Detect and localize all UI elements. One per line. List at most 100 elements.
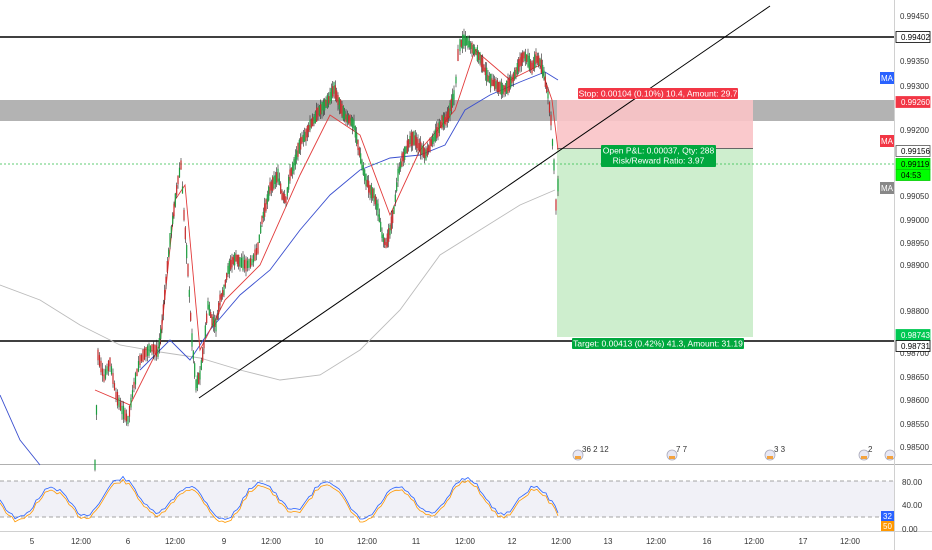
candle (187, 263, 189, 278)
candle (238, 254, 240, 270)
candle (542, 59, 544, 79)
osc-tick: 0.00 (902, 525, 918, 534)
candle (350, 114, 352, 127)
candle (512, 71, 514, 87)
price-tag: 0.98743 (895, 329, 930, 341)
candle (508, 74, 510, 93)
time-tick: 17 (799, 537, 808, 546)
candle (503, 84, 505, 98)
ma-badge[interactable]: MA (880, 72, 894, 84)
candle (142, 348, 144, 363)
candle (172, 212, 174, 227)
candle (546, 82, 548, 94)
candle (441, 114, 443, 130)
oscillator-axis: 80.00 40.00 0.00 (902, 478, 923, 534)
stop-label[interactable]: Stop: 0.00104 (0.10%) 10.4, Amount: 29.7 (578, 88, 738, 99)
candle (336, 87, 338, 103)
candle (491, 73, 493, 87)
price-axis[interactable]: 0.99450 0.99350 0.99300 0.99200 0.99050 0.990… (900, 12, 929, 452)
candle (160, 325, 162, 345)
candle (368, 175, 370, 198)
candle (210, 309, 212, 318)
candle (500, 78, 502, 100)
economic-events[interactable]: 36 2 12 7 7 3 3 2 (572, 445, 896, 461)
candle (239, 257, 241, 272)
candle (100, 357, 102, 376)
candle (236, 254, 238, 267)
svg-text:0.98743: 0.98743 (901, 331, 930, 340)
candle (302, 130, 304, 147)
indicator-badges[interactable]: MA MA MA (880, 72, 894, 194)
candle (341, 101, 343, 118)
ma-badge[interactable]: MA (880, 135, 894, 147)
candle (211, 314, 213, 328)
candle (196, 372, 198, 392)
event-marker[interactable]: 36 2 12 (572, 445, 609, 461)
candle (234, 252, 236, 270)
event-marker[interactable]: 7 7 (666, 445, 688, 461)
candle (432, 133, 434, 148)
event-marker[interactable]: 2 (858, 445, 873, 461)
candle (198, 372, 200, 385)
candle (557, 175, 559, 197)
candle (188, 286, 190, 303)
candle (300, 133, 302, 155)
candle (534, 51, 536, 72)
candle (242, 251, 244, 272)
svg-text:Target: 0.00413 (0.42%) 41.3,: Target: 0.00413 (0.42%) 41.3, Amount: 31… (573, 339, 743, 349)
time-axis[interactable]: 5 12:00 6 12:00 9 12:00 10 12:00 11 12:00 12 12:00 1… (30, 537, 861, 546)
candle (394, 190, 396, 207)
stop-zone[interactable] (557, 100, 753, 148)
candle (386, 229, 388, 248)
candle (449, 100, 451, 122)
candle (515, 67, 517, 80)
candle (402, 148, 404, 167)
candle (125, 409, 128, 426)
candle (293, 157, 295, 175)
candle (314, 110, 316, 124)
candle (421, 143, 423, 160)
candle (306, 124, 308, 142)
time-tick: 16 (703, 537, 712, 546)
candle (191, 328, 193, 351)
candle (471, 41, 473, 57)
candle (325, 96, 327, 109)
candle (184, 226, 186, 243)
candle (121, 400, 123, 420)
candle (254, 244, 256, 262)
candle (308, 122, 310, 138)
candle (274, 171, 276, 189)
candle (273, 171, 275, 190)
candle (270, 179, 272, 197)
candle (416, 132, 418, 153)
candle (192, 350, 194, 364)
candle (294, 149, 296, 170)
candle (388, 223, 390, 248)
candle (487, 70, 489, 83)
candle (357, 139, 359, 156)
candle (169, 233, 171, 250)
candle (320, 99, 322, 119)
candle (543, 66, 545, 81)
event-marker[interactable] (884, 449, 896, 461)
candle (224, 279, 226, 289)
candle (110, 363, 113, 376)
target-zone[interactable] (557, 148, 753, 337)
candle (548, 101, 551, 117)
pnl-label[interactable]: Open P&L: 0.00037, Qty: 288 Risk/Reward … (601, 145, 716, 167)
candles[interactable] (94, 28, 559, 472)
trendline[interactable] (198, 5, 771, 399)
svg-text:Open P&L: 0.00037, Qty: 288: Open P&L: 0.00037, Qty: 288 (603, 146, 715, 156)
candle (551, 138, 554, 150)
target-label[interactable]: Target: 0.00413 (0.42%) 41.3, Amount: 31… (572, 338, 744, 349)
candle (316, 102, 318, 122)
candle (532, 56, 534, 71)
event-marker[interactable]: 3 3 (764, 445, 786, 461)
candle (470, 41, 472, 54)
candle (174, 192, 176, 208)
candle (140, 353, 143, 363)
ma-badge[interactable]: MA (880, 182, 894, 194)
candle (162, 299, 164, 321)
